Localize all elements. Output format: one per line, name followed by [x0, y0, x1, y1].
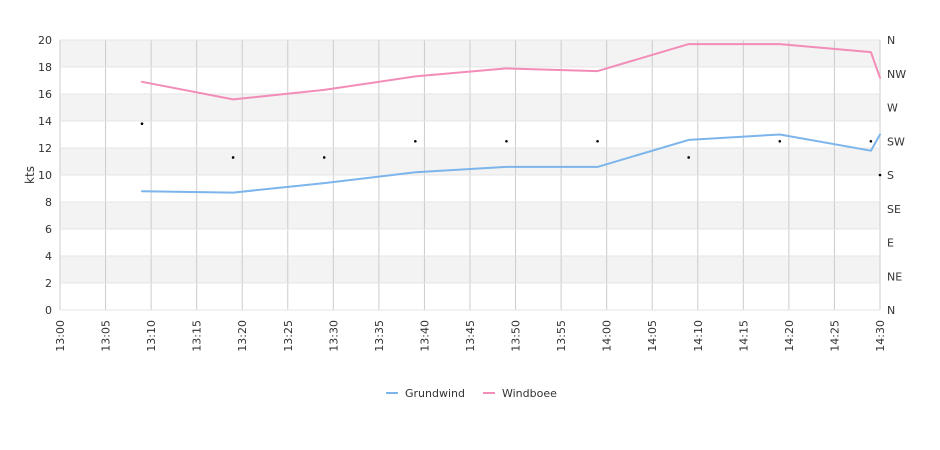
- x-tick-label: 13:55: [555, 320, 568, 352]
- direction-tick-label: N: [887, 304, 895, 317]
- direction-markers: [140, 122, 882, 177]
- y-axis-label: kts: [23, 166, 37, 184]
- x-tick-label: 13:10: [145, 320, 158, 352]
- direction-marker: [878, 173, 882, 177]
- x-tick-label: 13:50: [510, 320, 523, 352]
- series-lines: [141, 43, 881, 194]
- x-tick-label: 14:25: [828, 320, 841, 352]
- y-tick-label: 10: [38, 169, 52, 182]
- x-tick-label: 13:00: [54, 320, 67, 352]
- y-axis-ticks: 0 2 4 6 8 10 12 14 16 18 20: [38, 34, 52, 317]
- x-tick-label: 14:05: [646, 320, 659, 352]
- x-tick-label: 13:35: [373, 320, 386, 352]
- legend-item-grundwind[interactable]: Grundwind: [386, 387, 465, 400]
- x-tick-label: 14:00: [601, 320, 614, 352]
- x-tick-label: 13:45: [464, 320, 477, 352]
- y-tick-label: 8: [45, 196, 52, 209]
- horizontal-gridlines: [60, 39, 880, 311]
- legend-label: Windboee: [502, 387, 557, 400]
- direction-tick-label: SE: [887, 203, 901, 216]
- x-tick-label: 13:25: [282, 320, 295, 352]
- y-tick-label: 12: [38, 142, 52, 155]
- direction-marker: [231, 156, 235, 159]
- x-axis-ticks: 13:00 13:05 13:10 13:15 13:20 13:25 13:30 13:35…: [54, 320, 887, 352]
- legend-item-windboee[interactable]: Windboee: [482, 387, 557, 400]
- x-tick-label: 14:15: [737, 320, 750, 352]
- y-tick-label: 2: [45, 277, 52, 290]
- direction-tick-label: W: [887, 102, 898, 115]
- x-tick-label: 14:20: [783, 320, 796, 352]
- direction-tick-label: NE: [887, 270, 902, 283]
- direction-marker: [140, 122, 144, 125]
- y-tick-label: 14: [38, 115, 52, 128]
- series-line-grundwind: [141, 133, 881, 194]
- direction-axis-ticks: N NE E SE S SW W NW N: [887, 34, 906, 317]
- direction-tick-label: E: [887, 237, 894, 250]
- direction-tick-label: SW: [887, 135, 905, 148]
- direction-marker: [414, 139, 417, 143]
- series-line-windboee: [141, 43, 881, 101]
- y-tick-label: 6: [45, 223, 52, 236]
- direction-marker: [687, 156, 690, 159]
- x-tick-label: 13:20: [236, 320, 249, 352]
- direction-marker: [505, 139, 508, 143]
- x-tick-label: 14:30: [874, 320, 887, 352]
- legend[interactable]: Grundwind Windboee: [386, 387, 557, 400]
- y-tick-label: 20: [38, 34, 52, 47]
- x-tick-label: 14:10: [692, 320, 705, 352]
- x-tick-label: 13:05: [100, 320, 113, 352]
- x-tick-label: 13:30: [327, 320, 340, 352]
- y-tick-label: 16: [38, 88, 52, 101]
- direction-tick-label: NW: [887, 68, 906, 81]
- y-tick-label: 18: [38, 61, 52, 74]
- direction-marker: [778, 139, 782, 143]
- x-tick-label: 13:40: [418, 320, 431, 352]
- y-tick-label: 4: [45, 250, 52, 263]
- direction-tick-label: S: [887, 169, 894, 182]
- legend-label: Grundwind: [405, 387, 465, 400]
- x-tick-label: 13:15: [191, 320, 204, 352]
- direction-marker: [869, 139, 873, 143]
- direction-tick-label: N: [887, 34, 895, 47]
- direction-marker: [322, 156, 326, 159]
- direction-marker: [596, 139, 599, 143]
- y-tick-label: 0: [45, 304, 52, 317]
